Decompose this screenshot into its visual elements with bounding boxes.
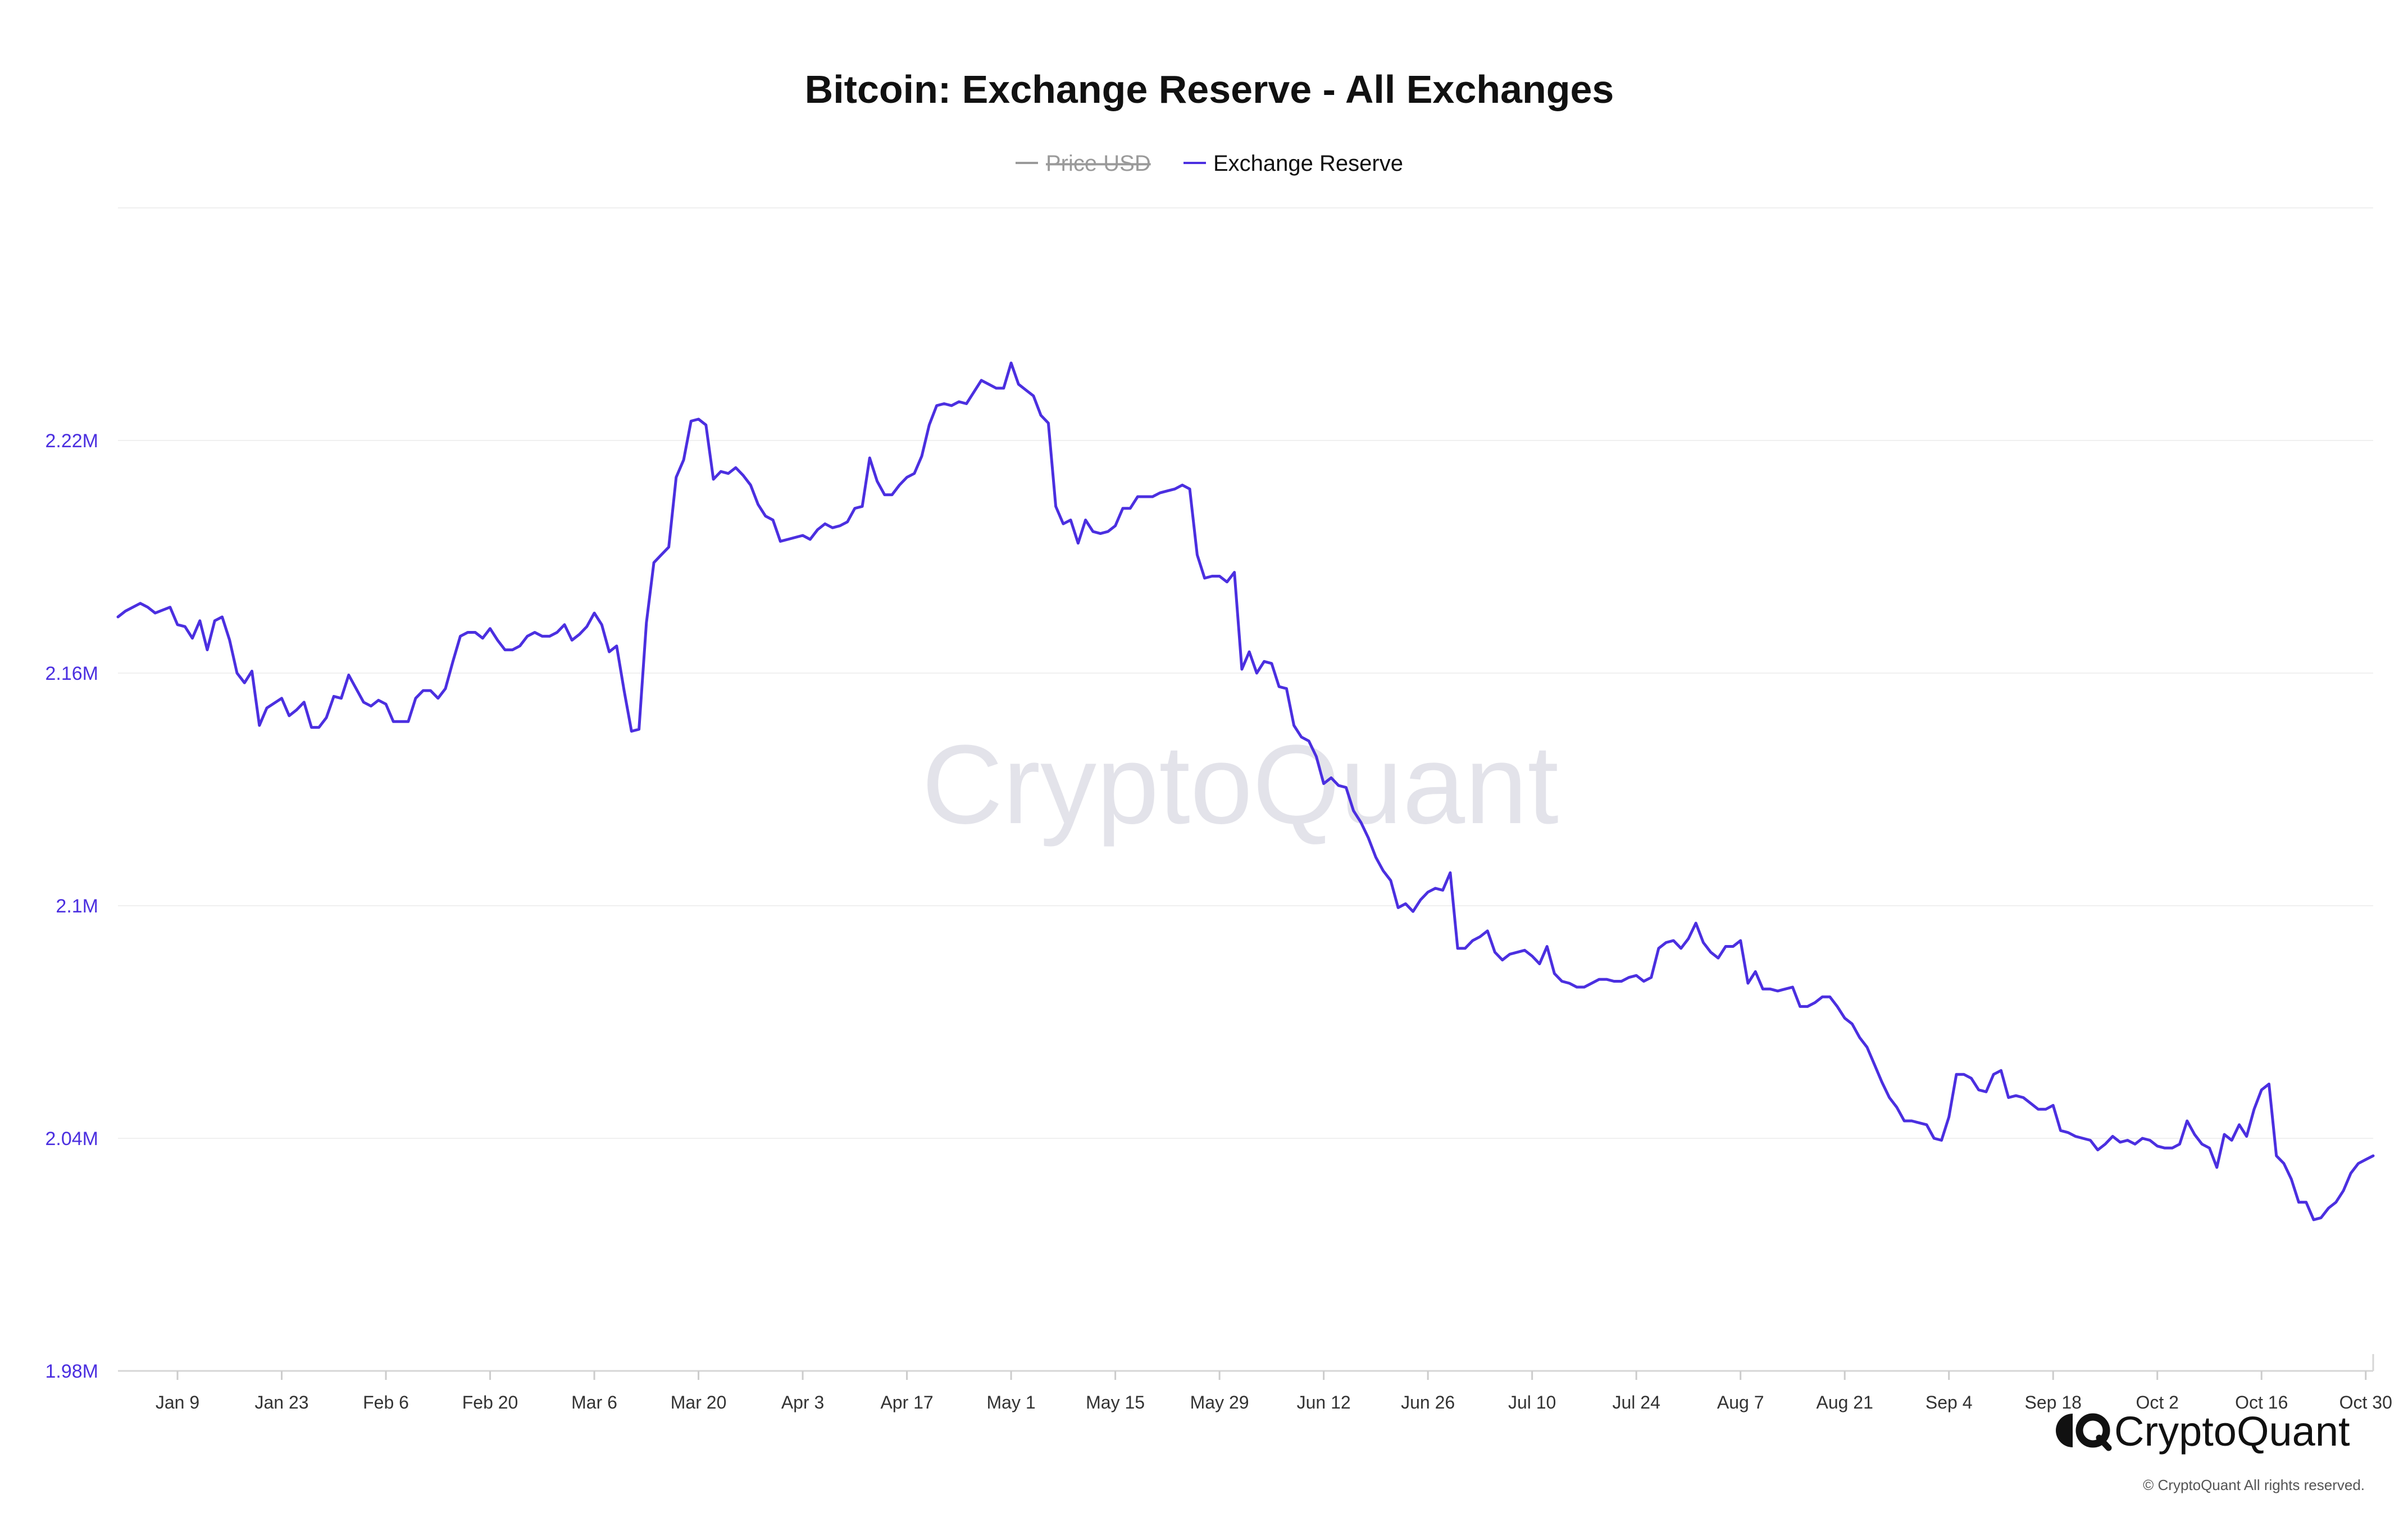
x-tick-label: Oct 30 bbox=[2339, 1392, 2392, 1412]
series-layer bbox=[116, 361, 2375, 1221]
x-axis: Jan 9 Jan 23 Feb 6 Feb 20 Mar 6 Mar 20 Apr 3 Ap… bbox=[156, 1354, 2392, 1412]
footer-brand-name: CryptoQuant bbox=[2114, 1408, 2350, 1455]
legend-label-exchange-reserve: Exchange Reserve bbox=[1213, 151, 1403, 176]
watermark: CryptoQuant bbox=[922, 722, 1559, 847]
y-tick-label: 2.22M bbox=[45, 430, 99, 452]
y-tick-label: 2.16M bbox=[45, 663, 99, 684]
x-tick-label: Oct 16 bbox=[2235, 1392, 2288, 1412]
x-tick-label: Mar 20 bbox=[671, 1392, 727, 1412]
y-tick-label: 2.1M bbox=[56, 896, 98, 917]
series-line-exchange-reserve bbox=[116, 361, 2375, 1221]
y-tick-label: 1.98M bbox=[45, 1361, 99, 1382]
x-tick-label: Feb 6 bbox=[363, 1392, 409, 1412]
x-tick-label: Oct 2 bbox=[2136, 1392, 2178, 1412]
x-tick-label: Feb 20 bbox=[462, 1392, 518, 1412]
footer-copyright: © CryptoQuant All rights reserved. bbox=[2143, 1477, 2365, 1493]
legend[interactable]: Price USD Exchange Reserve bbox=[1016, 151, 1403, 176]
cryptoquant-logo-icon bbox=[2056, 1413, 2112, 1451]
x-tick-label: Jan 9 bbox=[156, 1392, 199, 1412]
chart-title: Bitcoin: Exchange Reserve - All Exchange… bbox=[805, 67, 1614, 111]
x-tick-label: Jul 10 bbox=[1508, 1392, 1556, 1412]
legend-item-exchange-reserve[interactable]: Exchange Reserve bbox=[1183, 151, 1403, 176]
x-tick-label: Jan 23 bbox=[254, 1392, 308, 1412]
x-tick-label: May 29 bbox=[1190, 1392, 1249, 1412]
x-tick-label: May 15 bbox=[1086, 1392, 1145, 1412]
logo-ring-icon bbox=[2075, 1413, 2110, 1448]
legend-item-price-usd[interactable]: Price USD bbox=[1016, 151, 1151, 176]
x-tick-label: Aug 7 bbox=[1717, 1392, 1764, 1412]
x-tick-label: Apr 17 bbox=[880, 1392, 933, 1412]
logo-half-icon bbox=[2056, 1414, 2073, 1447]
x-tick-label: Apr 3 bbox=[781, 1392, 824, 1412]
x-tick-label: Sep 4 bbox=[1926, 1392, 1973, 1412]
y-axis: 1.98M 2.04M 2.1M 2.16M 2.22M bbox=[45, 430, 99, 1382]
x-tick-label: May 1 bbox=[987, 1392, 1036, 1412]
y-tick-label: 2.04M bbox=[45, 1128, 99, 1150]
x-tick-label: Mar 6 bbox=[571, 1392, 617, 1412]
footer-brand: CryptoQuant © CryptoQuant All rights res… bbox=[2056, 1408, 2365, 1493]
x-tick-label: Jun 26 bbox=[1401, 1392, 1455, 1412]
x-tick-label: Jun 12 bbox=[1297, 1392, 1351, 1412]
grid bbox=[118, 207, 2373, 1372]
x-tick-label: Aug 21 bbox=[1816, 1392, 1873, 1412]
logo-tail-icon bbox=[2096, 1434, 2112, 1451]
x-tick-label: Jul 24 bbox=[1612, 1392, 1660, 1412]
x-tick-label: Sep 18 bbox=[2025, 1392, 2082, 1412]
